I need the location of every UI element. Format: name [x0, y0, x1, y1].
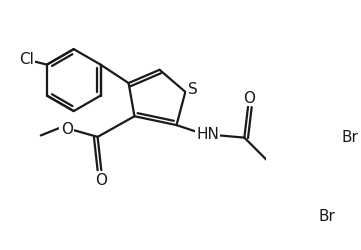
- Text: O: O: [95, 172, 107, 188]
- Text: S: S: [188, 82, 197, 96]
- Text: O: O: [244, 90, 256, 105]
- Text: Br: Br: [342, 130, 358, 145]
- Text: Cl: Cl: [19, 52, 34, 67]
- Text: HN: HN: [196, 127, 219, 142]
- Text: Br: Br: [318, 208, 335, 223]
- Text: O: O: [61, 121, 73, 136]
